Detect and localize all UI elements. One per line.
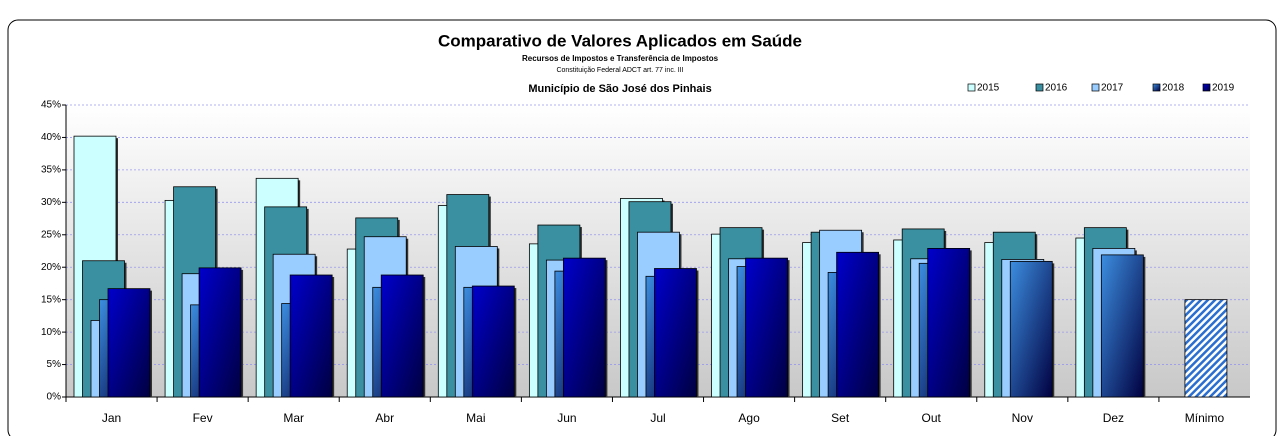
x-tick-label: Jan <box>102 411 121 425</box>
bar <box>745 257 788 398</box>
x-tick-label: Ago <box>738 411 760 425</box>
chart-title: Comparativo de Valores Aplicados em Saúd… <box>438 31 802 50</box>
bar <box>836 251 880 398</box>
bar <box>654 268 697 398</box>
legend-swatch <box>967 83 976 92</box>
legend-swatch <box>1091 83 1100 92</box>
legend-label: 2016 <box>1045 83 1068 94</box>
legend-label: 2019 <box>1212 83 1235 94</box>
y-tick-label: 20% <box>41 262 61 273</box>
y-tick-label: 40% <box>41 132 61 143</box>
legend-swatch <box>1152 83 1161 92</box>
y-tick-label: 10% <box>41 327 61 338</box>
bar <box>380 274 424 398</box>
minimum-bar <box>1184 299 1228 398</box>
x-tick-label: Mai <box>466 411 485 425</box>
bar <box>289 274 333 398</box>
x-tick-label: Fev <box>193 411 213 425</box>
legend-label: 2018 <box>1162 83 1185 94</box>
bar <box>198 267 242 398</box>
x-tick-label: Nov <box>1012 411 1033 425</box>
y-tick-label: 30% <box>41 197 61 208</box>
y-tick-label: 35% <box>41 165 61 176</box>
x-tick-label: Jul <box>650 411 665 425</box>
legend-label: 2017 <box>1101 83 1124 94</box>
x-tick-label: Set <box>831 411 850 425</box>
chart-note: Constituição Federal ADCT art. 77 inc. I… <box>556 67 683 74</box>
bar <box>927 248 971 398</box>
legend-swatch <box>1202 83 1211 92</box>
legend-swatch <box>1035 83 1044 92</box>
y-tick-label: 0% <box>47 392 62 403</box>
x-tick-label: Abr <box>375 411 394 425</box>
y-tick-label: 45% <box>41 100 61 111</box>
bar <box>1009 260 1053 398</box>
x-tick-label: Jun <box>557 411 576 425</box>
bar <box>562 257 606 398</box>
y-tick-label: 25% <box>41 229 61 240</box>
bar <box>107 288 151 398</box>
x-tick-label: Mínimo <box>1185 411 1225 425</box>
x-tick-label: Out <box>922 411 942 425</box>
y-tick-label: 15% <box>41 294 61 305</box>
x-tick-label: Dez <box>1103 411 1124 425</box>
chart-subtitle: Recursos de Impostos e Transferência de … <box>522 54 719 63</box>
bar <box>471 285 515 398</box>
x-tick-label: Mar <box>283 411 304 425</box>
y-tick-label: 5% <box>47 359 62 370</box>
bar <box>1100 254 1144 398</box>
chart-location: Município de São José dos Pinhais <box>528 83 711 95</box>
legend-label: 2015 <box>977 83 1000 94</box>
